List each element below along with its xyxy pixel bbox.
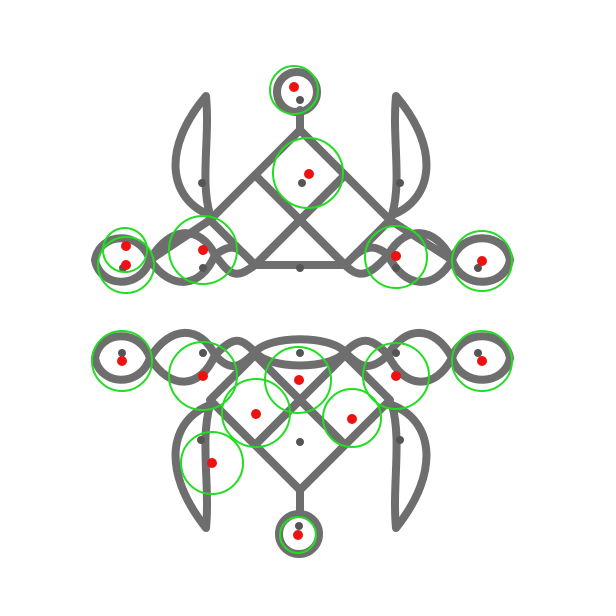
upper-dot [474, 264, 482, 272]
lower-dot [197, 436, 205, 444]
upper-dot [198, 179, 206, 187]
lower-dot [296, 438, 304, 446]
upper-dot [296, 96, 304, 104]
annotation-circle [168, 215, 238, 285]
lower-dot [199, 349, 207, 357]
annotation-circle [322, 388, 382, 448]
lower-dot [296, 349, 304, 357]
annotation-point [347, 414, 357, 424]
annotation-circle [168, 341, 238, 411]
annotation-point [289, 82, 299, 92]
lower-dot [118, 349, 126, 357]
lower-dot [474, 349, 482, 357]
annotation-circle [279, 516, 317, 554]
annotation-circle [272, 137, 344, 209]
lower-dot [295, 522, 303, 530]
annotation-circle [364, 225, 428, 289]
annotation-layer [91, 65, 513, 554]
annotation-circle [451, 330, 513, 392]
annotation-circle [91, 330, 153, 392]
annotation-circle [221, 378, 291, 448]
annotation-point [198, 371, 208, 381]
lower-row-far-right-loop [448, 332, 514, 384]
annotation-point [121, 241, 131, 251]
annotation-circle [362, 342, 430, 410]
upper-right-horn [388, 92, 431, 219]
annotation-point [304, 169, 314, 179]
lower-bottom-loop [275, 510, 323, 558]
annotation-circle [269, 65, 319, 115]
annotation-point [121, 260, 131, 270]
upper-dot [199, 264, 207, 272]
annotation-point [198, 245, 208, 255]
lower-dot [396, 436, 404, 444]
lower-lattice-bottom [251, 396, 349, 494]
annotation-point [391, 251, 401, 261]
upper-dot [296, 264, 304, 272]
lower-right-horn [388, 401, 431, 532]
annotation-circle [180, 431, 244, 495]
annotation-circle [451, 230, 513, 292]
annotation-point [293, 530, 303, 540]
lower-dot [392, 349, 400, 357]
upper-dot [392, 264, 400, 272]
annotation-point [294, 375, 304, 385]
upper-left-horn [171, 92, 214, 219]
upper-row-far-right-loop [448, 234, 514, 286]
upper-row-left-link [211, 243, 259, 278]
upper-dot [396, 179, 404, 187]
upper-lattice-center [251, 216, 349, 269]
lower-left-horn [171, 401, 214, 532]
annotation-point [117, 356, 127, 366]
annotation-point [207, 458, 217, 468]
upper-kolam-drawing [91, 68, 514, 286]
annotation-point [391, 371, 401, 381]
annotation-circle [97, 236, 155, 294]
annotation-point [477, 356, 487, 366]
lower-kolam-drawing [91, 328, 514, 558]
upper-dot [298, 179, 306, 187]
annotation-point [477, 256, 487, 266]
annotation-point [251, 409, 261, 419]
